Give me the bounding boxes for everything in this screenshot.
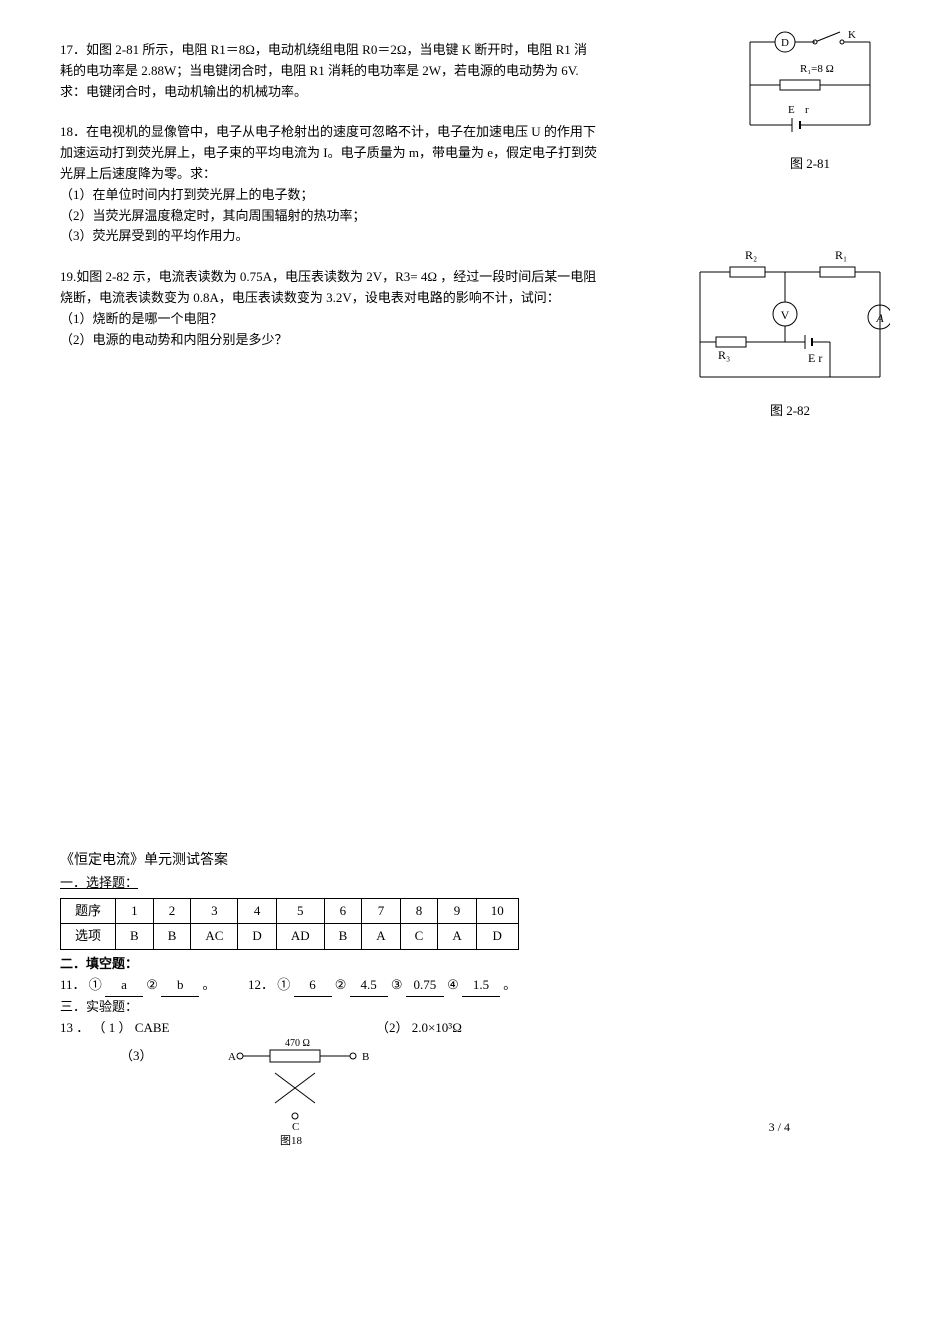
q12-a4: 1.5 xyxy=(462,975,500,997)
problem-18: 18．在电视机的显像管中，电子从电子枪射出的速度可忽略不计，电子在加速电压 U … xyxy=(60,122,890,247)
row-label-opt: 选项 xyxy=(61,924,116,950)
label-r: r xyxy=(805,104,809,116)
q12-a3: 0.75 xyxy=(406,975,444,997)
section-exp-header: 三．实验题： xyxy=(60,997,890,1018)
fill-line: 11． ① a ② b 。 12． ① 6 ② 4.5 ③ 0.75 ④ 1.5… xyxy=(60,975,890,997)
q11-m1: ① xyxy=(89,977,102,992)
page-number: 3 / 4 xyxy=(769,1118,890,1137)
label-r1: R₁=8 Ω xyxy=(800,63,834,75)
q11-tail: 。 xyxy=(202,977,215,992)
answer-title: 《恒定电流》单元测试答案 xyxy=(60,850,890,872)
q12-tail: 。 xyxy=(503,977,516,992)
label-er: E r xyxy=(808,351,822,365)
label-k: K xyxy=(848,30,856,41)
figure-2-82-label: 图 2-82 xyxy=(690,401,890,422)
label-C: C xyxy=(292,1121,299,1133)
q13-line: 13 ． （ 1 ） CABE （2） 2.0×10³Ω xyxy=(60,1018,890,1039)
problem-19: 19.如图 2-82 示，电流表读数为 0.75A，电压表读数为 2V，R3= … xyxy=(60,267,890,350)
q11-m2: ② xyxy=(146,977,158,992)
q12-m1: ① xyxy=(277,977,290,992)
problem-18-text: 18．在电视机的显像管中，电子从电子枪射出的速度可忽略不计，电子在加速电压 U … xyxy=(60,122,600,184)
q13-p2-val: 2.0×10³Ω xyxy=(412,1020,462,1035)
problem-17: 17．如图 2-81 所示，电阻 R1＝8Ω，电动机绕组电阻 R0＝2Ω，当电键… xyxy=(60,40,890,102)
label-A: A xyxy=(228,1051,236,1063)
problem-17-text: 17．如图 2-81 所示，电阻 R1＝8Ω，电动机绕组电阻 R0＝2Ω，当电键… xyxy=(60,40,600,102)
q12-a2: 4.5 xyxy=(350,975,388,997)
q13-p3: （3） 470 Ω A B C 图18 3 / 4 xyxy=(60,1038,890,1148)
answer-table: 题序 1 2 3 4 5 6 7 8 9 10 选项 B B AC D AD B… xyxy=(60,898,519,951)
label-r3: R₃ xyxy=(718,348,730,362)
problem-19-text: 19.如图 2-82 示，电流表读数为 0.75A，电压表读数为 2V，R3= … xyxy=(60,267,600,309)
label-r2: R₂ xyxy=(745,248,757,262)
problem-18-sub3: （3）荧光屏受到的平均作用力。 xyxy=(60,226,890,247)
label-470: 470 Ω xyxy=(285,1038,310,1049)
figure-2-82: R₂ R₁ V A R₃ xyxy=(690,247,890,422)
problem-18-sub2: （2）当荧光屏温度稳定时，其向周围辐射的热功率； xyxy=(60,206,890,227)
q11-label: 11． xyxy=(60,977,86,992)
circuit-2-82-svg: R₂ R₁ V A R₃ xyxy=(690,247,890,397)
label-a: A xyxy=(875,311,884,325)
label-v: V xyxy=(781,308,790,322)
q11-a1: a xyxy=(105,975,143,997)
q11-a2: b xyxy=(161,975,199,997)
q12-a1: 6 xyxy=(294,975,332,997)
q13-p3-num: （3） xyxy=(120,1046,153,1067)
q13-circuit-svg: 470 Ω A B C xyxy=(220,1038,420,1138)
q12-m2: ② xyxy=(335,977,347,992)
q13-p1-val: CABE xyxy=(135,1020,170,1035)
fig18-label: 图18 xyxy=(280,1133,302,1151)
q13-label: 13 ． xyxy=(60,1020,89,1035)
label-B: B xyxy=(362,1051,369,1063)
table-row: 题序 1 2 3 4 5 6 7 8 9 10 xyxy=(61,898,519,924)
row-label-num: 题序 xyxy=(61,898,116,924)
table-row: 选项 B B AC D AD B A C A D xyxy=(61,924,519,950)
label-r1: R₁ xyxy=(835,248,847,262)
q13-p1-num: （ 1 ） xyxy=(93,1020,132,1035)
section-choice-header: 一．选择题： xyxy=(60,873,890,894)
q12-m3: ③ xyxy=(391,977,403,992)
q12-m4: ④ xyxy=(447,977,459,992)
q12-label: 12． xyxy=(248,977,274,992)
q13-p2-num: （2） xyxy=(376,1020,409,1035)
section-fill-header: 二．填空题： xyxy=(60,954,890,975)
label-d: D xyxy=(781,37,789,49)
problem-18-sub1: （1）在单位时间内打到荧光屏上的电子数； xyxy=(60,185,890,206)
label-e: E xyxy=(788,104,795,116)
